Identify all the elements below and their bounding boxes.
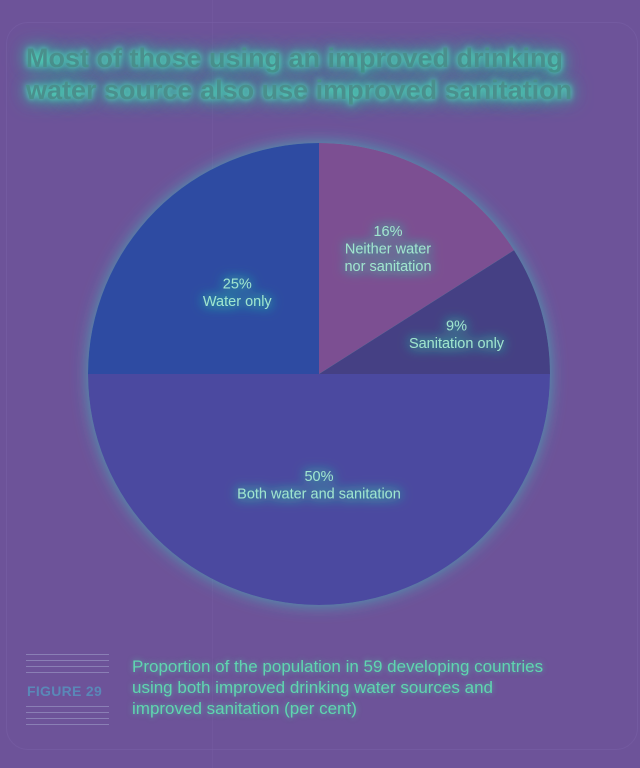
figure-number: FIGURE 29 xyxy=(27,683,103,699)
figure-rule xyxy=(26,706,109,707)
chart-title: Most of those using an improved drinking… xyxy=(26,43,573,105)
figure-rule xyxy=(26,660,109,661)
figure-rule xyxy=(26,666,109,667)
figure-rule xyxy=(26,654,109,655)
figure-frame xyxy=(6,22,638,750)
pie-slice xyxy=(319,142,515,374)
slice-label: 16% Neither water nor sanitation xyxy=(344,224,431,275)
figure-caption: Proportion of the population in 59 devel… xyxy=(132,657,544,718)
pie-slice xyxy=(88,143,319,374)
pie-slice xyxy=(319,250,551,374)
slice-label: 25% Water only xyxy=(203,277,273,311)
pie-chart: 16% Neither water nor sanitation 9% Sanitati… xyxy=(88,142,551,605)
figure-rule xyxy=(26,672,109,673)
slice-label: 50% Both water and sanitation xyxy=(237,469,401,503)
figure-rule xyxy=(26,712,109,713)
pie-slice xyxy=(88,374,550,605)
slice-label: 9% Sanitation only xyxy=(409,318,505,352)
figure-rule xyxy=(26,718,109,719)
figure-rule xyxy=(26,724,109,725)
